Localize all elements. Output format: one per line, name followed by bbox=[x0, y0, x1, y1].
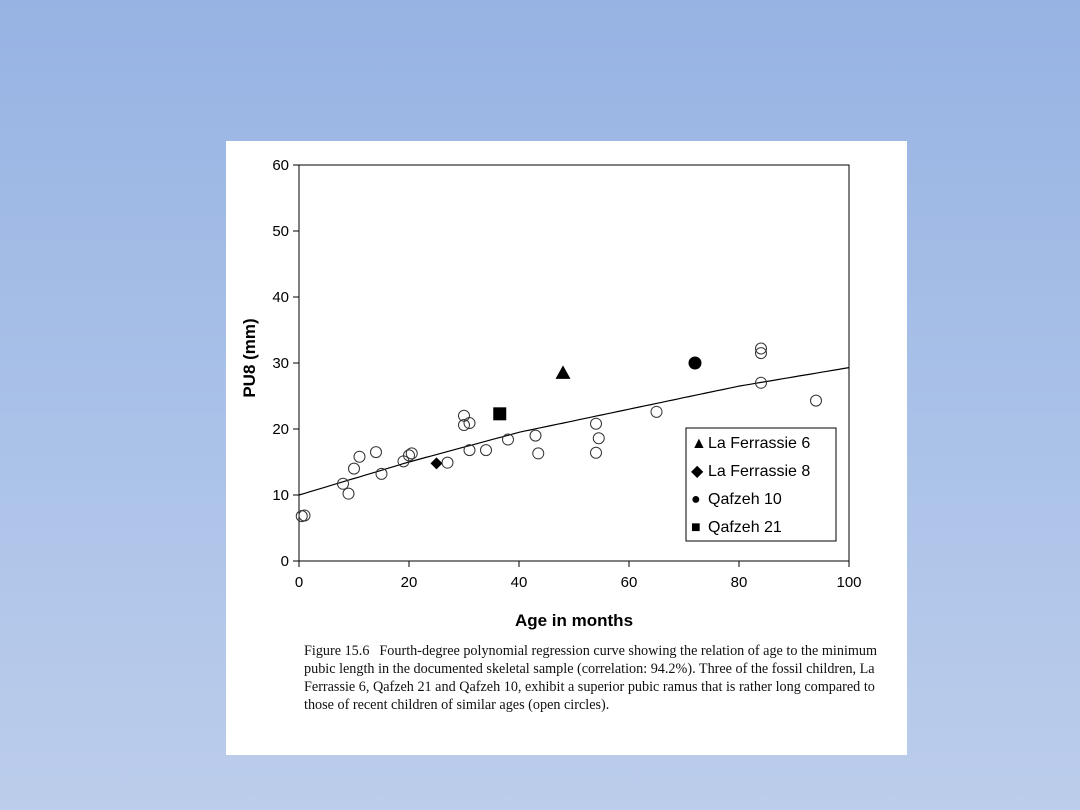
x-tick-label: 20 bbox=[401, 574, 418, 591]
y-tick-label: 30 bbox=[272, 355, 289, 372]
data-point-recent-child bbox=[375, 467, 388, 480]
data-point-recent-child bbox=[458, 419, 470, 432]
data-point-recent-child bbox=[463, 444, 476, 457]
y-tick-label: 60 bbox=[272, 157, 289, 174]
x-tick-label: 100 bbox=[836, 574, 861, 591]
y-tick-label: 50 bbox=[272, 223, 289, 240]
data-point-recent-child bbox=[348, 462, 360, 475]
data-point-recent-child bbox=[441, 456, 454, 469]
data-point-la-ferrassie-6 bbox=[555, 365, 571, 379]
data-point-recent-child bbox=[590, 417, 602, 430]
data-point-recent-child bbox=[370, 446, 382, 459]
y-tick-label: 0 bbox=[281, 553, 289, 570]
x-tick-label: 80 bbox=[731, 574, 748, 591]
data-point-recent-child bbox=[342, 487, 355, 500]
legend-label: Qafzeh 10 bbox=[708, 491, 782, 508]
data-point-recent-child bbox=[298, 509, 311, 522]
data-point-recent-child bbox=[755, 347, 767, 360]
data-point-recent-child bbox=[405, 447, 418, 460]
points-layer bbox=[295, 342, 822, 523]
data-point-qafzeh-10 bbox=[688, 356, 702, 370]
x-tick-label: 60 bbox=[621, 574, 638, 591]
data-point-recent-child bbox=[502, 433, 514, 446]
data-point-recent-child bbox=[650, 405, 663, 418]
legend-label: La Ferrassie 8 bbox=[708, 463, 810, 480]
caption-label: Figure 15.6 bbox=[304, 643, 370, 659]
data-point-recent-child bbox=[463, 417, 476, 430]
data-point-recent-child bbox=[353, 450, 366, 463]
x-tick-label: 40 bbox=[511, 574, 528, 591]
legend-box bbox=[685, 427, 837, 542]
data-point-recent-child bbox=[755, 342, 767, 355]
data-point-recent-child bbox=[529, 429, 542, 442]
data-point-recent-child bbox=[403, 449, 415, 462]
data-point-la-ferrassie-8 bbox=[430, 457, 443, 470]
data-point-recent-child bbox=[810, 394, 822, 407]
x-axis-title: Age in months bbox=[515, 611, 633, 630]
y-tick-label: 10 bbox=[272, 487, 289, 504]
legend-symbol: ▲ bbox=[691, 435, 707, 452]
figure-caption: Figure 15.6 Fourth-degree polynomial regr… bbox=[304, 642, 884, 714]
data-point-recent-child bbox=[592, 432, 605, 445]
y-tick-label: 40 bbox=[272, 289, 289, 306]
regression-curve bbox=[298, 367, 850, 496]
data-point-recent-child bbox=[337, 477, 349, 490]
legend-symbol: ◆ bbox=[691, 463, 704, 480]
legend-symbol: ● bbox=[691, 491, 701, 508]
data-point-recent-child bbox=[480, 444, 492, 457]
x-tick-label: 0 bbox=[295, 574, 303, 591]
ticks-layer: 0 20 40 60 80 100 0 10 20 30 40 50 60 bbox=[272, 157, 861, 591]
caption-text: Fourth-degree polynomial regression curv… bbox=[304, 643, 878, 713]
y-axis-title: PU8 (mm) bbox=[240, 318, 259, 397]
plot-frame bbox=[298, 164, 850, 562]
data-point-qafzeh-21 bbox=[493, 407, 507, 421]
y-tick-label: 20 bbox=[272, 421, 289, 438]
legend-label: Qafzeh 21 bbox=[708, 519, 782, 536]
legend-label: La Ferrassie 6 bbox=[708, 435, 810, 452]
legend: ▲ La Ferrassie 6◆ La Ferrassie 8 ● Qafzeh 10… bbox=[685, 427, 837, 542]
figure-panel: 0 20 40 60 80 100 0 10 20 30 40 50 60 Age in months … bbox=[226, 141, 907, 755]
data-point-recent-child bbox=[532, 447, 545, 460]
data-point-recent-child bbox=[755, 376, 767, 389]
legend-symbol: ■ bbox=[691, 519, 701, 536]
data-point-recent-child bbox=[590, 446, 602, 459]
